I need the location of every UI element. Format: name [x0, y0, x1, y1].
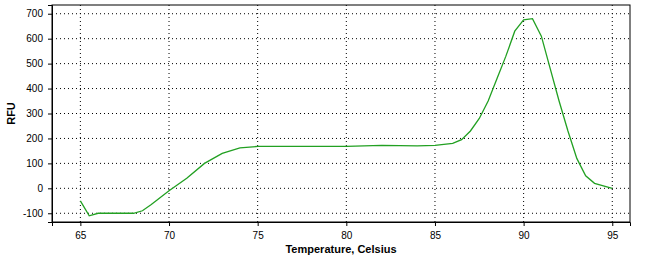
tick-label: 200 [26, 133, 43, 144]
tick-mark [48, 138, 52, 139]
tick: 0 [37, 183, 52, 194]
tick-mark [169, 222, 170, 226]
tick-label: 400 [26, 83, 43, 94]
tick-label: 90 [519, 230, 531, 241]
tick-mark [48, 89, 52, 90]
tick-label: 75 [253, 230, 265, 241]
axis-line [48, 6, 53, 223]
tick-mark [48, 114, 52, 115]
tick-label: 85 [430, 230, 442, 241]
grid-line [52, 113, 630, 114]
grid-line [52, 63, 630, 64]
tick: 85 [430, 222, 442, 241]
tick-label: 100 [26, 158, 43, 169]
tick: 65 [75, 222, 87, 241]
tick: 95 [607, 222, 619, 241]
tick: 700 [26, 8, 52, 19]
tick: 300 [26, 108, 52, 119]
melt-curve [80, 19, 612, 216]
y-axis-title: RFU [5, 102, 17, 125]
tick-label: -100 [23, 208, 43, 219]
grid-line [52, 188, 630, 189]
tick-mark [48, 163, 52, 164]
grid-line [434, 5, 435, 222]
tick: 90 [519, 222, 531, 241]
tick-mark [435, 222, 436, 226]
tick-mark [258, 222, 259, 226]
tick: -100 [23, 208, 52, 219]
tick-label: 95 [607, 230, 619, 241]
chart: 65 70 75 80 85 90 95 -100 0 100 200 300 400 500 600 700… [0, 0, 653, 260]
tick-mark [48, 213, 52, 214]
tick-label: 70 [164, 230, 176, 241]
grid-line [523, 5, 524, 222]
tick-label: 65 [75, 230, 87, 241]
grid-line [52, 138, 630, 139]
series [80, 19, 612, 216]
tick-label: 300 [26, 108, 43, 119]
plot: 65 70 75 80 85 90 95 -100 0 100 200 300 400 500 600 700 [23, 5, 631, 241]
tick-mark [48, 64, 52, 65]
tick-mark [346, 222, 347, 226]
tick-mark [48, 14, 52, 15]
tick: 75 [253, 222, 265, 241]
x-axis: 65 70 75 80 85 90 95 [53, 222, 631, 241]
tick: 100 [26, 158, 52, 169]
tick-label: 0 [37, 183, 43, 194]
tick-mark [612, 222, 613, 226]
y-axis: -100 0 100 200 300 400 500 600 700 [23, 6, 53, 223]
tick: 80 [341, 222, 353, 241]
tick-label: 600 [26, 33, 43, 44]
tick-mark [524, 222, 525, 226]
grid-line [52, 88, 630, 89]
tick: 500 [26, 58, 52, 69]
grid-line [52, 13, 630, 14]
tick-label: 80 [341, 230, 353, 241]
tick-label: 500 [26, 58, 43, 69]
grid-line [346, 5, 347, 222]
tick-mark [48, 188, 52, 189]
x-axis-title: Temperature, Celsius [285, 243, 396, 255]
grid-line [52, 163, 630, 164]
axis-line [53, 223, 631, 227]
tick: 600 [26, 33, 52, 44]
grid-line [52, 213, 630, 214]
tick: 200 [26, 133, 52, 144]
tick-mark [48, 39, 52, 40]
plot-frame [52, 5, 630, 222]
grid-line [257, 5, 258, 222]
tick-label: 700 [26, 8, 43, 19]
tick: 70 [164, 222, 176, 241]
tick-mark [80, 222, 81, 226]
grid [52, 5, 630, 222]
tick: 400 [26, 83, 52, 94]
grid-line [52, 38, 630, 39]
